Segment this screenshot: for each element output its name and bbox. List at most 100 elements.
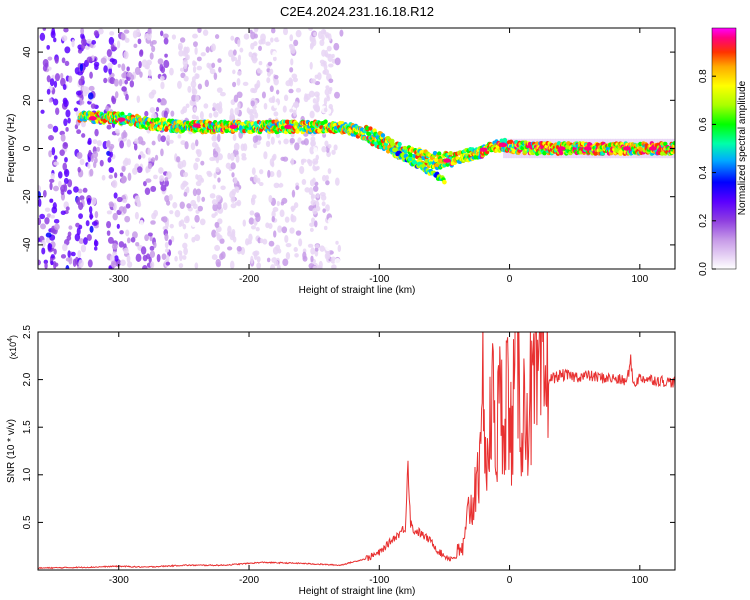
spectrogram-noise-cell bbox=[193, 41, 198, 48]
spectrogram-noise-cell bbox=[254, 112, 259, 119]
spectrogram-noise-cell bbox=[160, 135, 166, 143]
spectrogram-peak-cell bbox=[192, 123, 201, 128]
spectrogram-noise-cell bbox=[251, 167, 256, 176]
spectrogram-noise-cell bbox=[258, 45, 262, 51]
spectrogram-noise-cell bbox=[108, 36, 115, 45]
spectrogram-noise-cell bbox=[213, 72, 218, 80]
spectrogram-noise-cell bbox=[126, 237, 131, 244]
spectrogram-noise-cell bbox=[322, 208, 326, 213]
spectrogram-noise-cell bbox=[323, 97, 328, 106]
spectrogram-noise-cell bbox=[145, 62, 150, 70]
spectrogram-noise-cell bbox=[53, 223, 60, 231]
spectrogram-noise-cell bbox=[291, 189, 296, 198]
spectrogram-noise-cell bbox=[211, 62, 216, 69]
spectrogram-noise-cell bbox=[122, 130, 127, 139]
spectrogram-noise-cell bbox=[125, 203, 131, 209]
spectrogram-noise-cell bbox=[61, 57, 66, 64]
spectrogram-noise-cell bbox=[248, 233, 253, 242]
spectrogram-noise-cell bbox=[79, 195, 85, 201]
spectrogram-noise-cell bbox=[103, 77, 108, 84]
spectrogram-noise-cell bbox=[47, 243, 53, 249]
spectrogram-noise-cell bbox=[124, 79, 128, 85]
spectrogram-noise-cell bbox=[150, 220, 156, 225]
spectrogram-noise-cell bbox=[145, 253, 151, 260]
spectrogram-noise-cell bbox=[308, 159, 313, 167]
spectrogram-noise-cell bbox=[235, 154, 240, 163]
spectrogram-noise-cell bbox=[160, 184, 167, 192]
spectrogram-noise-cell bbox=[114, 91, 119, 99]
spectrogram-noise-cell bbox=[101, 174, 106, 181]
spectrogram-noise-cell bbox=[148, 69, 152, 77]
spectrogram-noise-cell bbox=[273, 142, 280, 149]
spectrogram-noise-cell bbox=[269, 85, 274, 93]
spectrogram-y-tick-label: 40 bbox=[22, 46, 33, 58]
spectrogram-noise-cell bbox=[46, 44, 51, 50]
spectrogram-noise-cell bbox=[150, 185, 157, 192]
spectrogram-noise-cell bbox=[232, 81, 237, 88]
spectrogram-noise-cell bbox=[72, 258, 77, 268]
spectrogram-noise-cell bbox=[255, 227, 260, 232]
spectrogram-noise-cell bbox=[100, 57, 107, 65]
spectrogram-noise-cell bbox=[119, 140, 124, 149]
spectrogram-noise-cell bbox=[68, 75, 73, 83]
spectrogram-noise-cell bbox=[334, 258, 341, 266]
spectrogram-noise-cell bbox=[178, 49, 184, 57]
spectrogram-noise-cell bbox=[126, 66, 130, 72]
spectrogram-noise-cell bbox=[275, 133, 281, 139]
spectrogram-noise-cell bbox=[106, 49, 112, 58]
spectrogram-noise-cell bbox=[82, 187, 88, 193]
spectrogram-noise-cell bbox=[134, 66, 141, 76]
spectrogram-noise-cell bbox=[292, 109, 297, 117]
spectrogram-noise-cell bbox=[298, 238, 303, 247]
spectrogram-noise-cell bbox=[109, 58, 115, 63]
spectrogram-noise-cell bbox=[44, 217, 50, 225]
spectrogram-noise-cell bbox=[272, 153, 277, 161]
spectrogram-noise-cell bbox=[337, 244, 342, 253]
spectrogram-noise-cell bbox=[325, 180, 330, 186]
spectrogram-noise-cell bbox=[187, 85, 192, 93]
spectrogram-ridge-cell bbox=[542, 150, 547, 156]
colorbar-tick-label: 0.6 bbox=[698, 117, 709, 131]
spectrogram-noise-cell bbox=[302, 255, 308, 262]
spectrogram-noise-cell bbox=[138, 60, 142, 69]
spectrogram-noise-cell bbox=[301, 178, 307, 186]
spectrogram-noise-cell bbox=[301, 158, 307, 163]
spectrogram-noise-cell bbox=[234, 107, 240, 116]
spectrogram-noise-cell bbox=[243, 33, 250, 40]
spectrogram-ridge-cell bbox=[660, 151, 665, 156]
spectrogram-noise-cell bbox=[319, 245, 325, 252]
spectrogram-noise-cell bbox=[60, 72, 64, 80]
spectrogram-peak-cell bbox=[583, 146, 592, 151]
spectrogram-noise-cell bbox=[183, 247, 188, 256]
spectrogram-noise-cell bbox=[218, 66, 222, 73]
spectrogram-noise-cell bbox=[319, 191, 326, 197]
spectrogram-noise-cell bbox=[81, 133, 86, 138]
spectrogram-y-ticks: -40 -20 0 20 40 bbox=[22, 46, 675, 252]
spectrogram-noise-cell bbox=[266, 77, 271, 84]
spectrogram-ridge-cell bbox=[442, 179, 447, 185]
snr-scale-label: (x104) bbox=[7, 335, 18, 359]
spectrogram-noise-cell bbox=[164, 179, 169, 187]
spectrogram-noise-cell bbox=[182, 59, 188, 67]
spectrogram-noise-cell bbox=[212, 203, 218, 212]
spectrogram-noise-cell bbox=[123, 29, 130, 34]
spectrogram-noise-cell bbox=[53, 218, 60, 224]
spectrogram-noise-cell bbox=[111, 97, 117, 105]
spectrogram-noise-cell bbox=[253, 142, 258, 149]
spectrogram-noise-cell bbox=[48, 98, 53, 103]
spectrogram-noise-cell bbox=[185, 103, 190, 109]
spectrogram-noise-cell bbox=[195, 94, 200, 103]
spectrogram-noise-cell bbox=[250, 54, 256, 61]
spectrogram-noise-cell bbox=[153, 174, 158, 180]
spectrogram-heatmap bbox=[38, 28, 675, 269]
spectrogram-noise-cell bbox=[258, 60, 263, 66]
spectrogram-noise-cell bbox=[63, 177, 69, 185]
spectrogram-noise-cell bbox=[276, 89, 280, 95]
spectrogram-noise-cell bbox=[108, 265, 113, 269]
spectrogram-noise-cell bbox=[162, 226, 169, 231]
spectrogram-noise-cell bbox=[63, 168, 70, 178]
spectrogram-noise-cell bbox=[127, 261, 133, 268]
spectrogram-noise-cell bbox=[184, 232, 189, 240]
spectrogram-noise-cell bbox=[235, 169, 242, 175]
spectrogram-noise-cell bbox=[109, 151, 114, 158]
